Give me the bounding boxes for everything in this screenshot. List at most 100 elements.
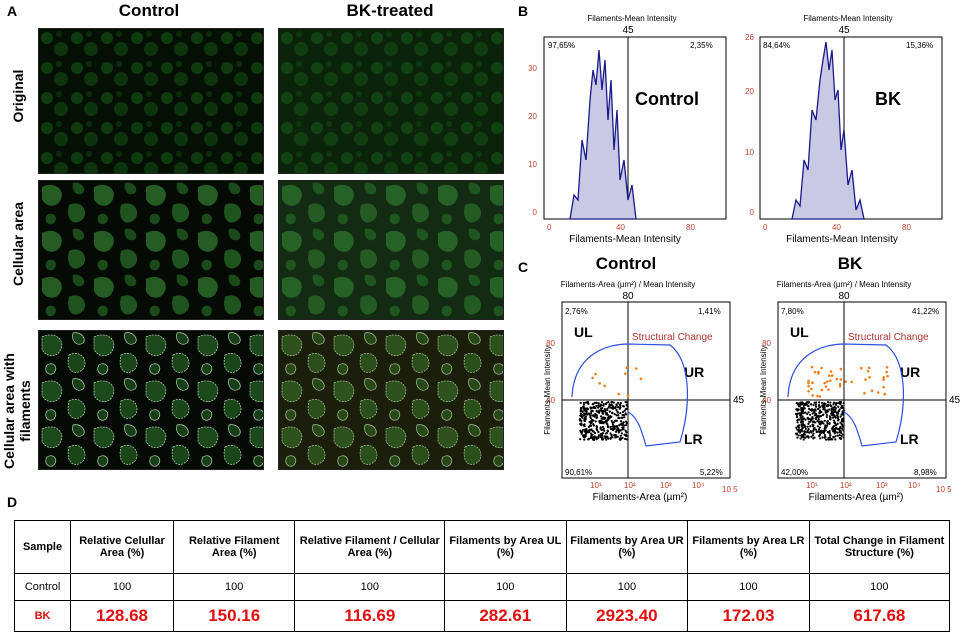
scatter-dot [624, 429, 627, 432]
scatter-dot-orange [823, 381, 827, 385]
hist-bk-ytick-26: 26 [745, 33, 754, 42]
scatter-dot [829, 434, 832, 437]
scatter-dot [817, 414, 820, 417]
scatter-dot [807, 400, 811, 404]
scatter-dot [605, 419, 608, 422]
cell-bk-sample: BK [13, 600, 72, 632]
scatter-dot [814, 405, 818, 408]
scatter-dot [816, 407, 819, 411]
scatter-dot [812, 428, 815, 431]
scatter-dot [581, 434, 584, 437]
scatter-dot-orange [883, 392, 887, 396]
scatter-dot [832, 410, 835, 414]
scatter-dot [802, 436, 805, 439]
scatter-dot [828, 408, 831, 411]
scatter-dot [611, 412, 614, 415]
scatter-dot [623, 424, 626, 427]
header-relative-cellular-area: Relative Celullar Area (%) [70, 520, 174, 574]
scatter-dot [580, 419, 583, 422]
scatter-dot-orange [591, 376, 594, 380]
header-filaments-area-ur: Filaments by Area UR (%) [565, 520, 689, 574]
scatter-dot [623, 409, 626, 412]
scatter-dot [799, 416, 802, 419]
scatter-dot [800, 423, 804, 426]
scatter-dot-orange [886, 374, 889, 378]
scatter-dot-orange [829, 370, 833, 373]
scatter-dot [835, 427, 839, 430]
hist-bk-top-label: Filaments-Mean Intensity [803, 14, 892, 23]
scatter-bk-xtick-1: 10¹ [806, 481, 818, 490]
scatter-dot [814, 417, 817, 420]
scatter-dot [799, 421, 803, 424]
scatter-dot [583, 435, 587, 439]
scatter-dot [839, 402, 842, 406]
scatter-dot [815, 412, 818, 415]
scatter-dot-orange [885, 370, 888, 374]
histogram-bk: Filaments-Mean Intensity 45 84,64% 15,36… [745, 14, 943, 245]
scatter-dot [814, 428, 818, 431]
scatter-dot [794, 412, 798, 416]
scatter-dot [587, 437, 591, 440]
scatter-dot [622, 414, 626, 417]
scatter-dot [817, 418, 820, 421]
scatter-dot [601, 425, 604, 429]
scatter-dot [837, 405, 840, 409]
scatter-dot [601, 433, 604, 436]
scatter-dot [813, 401, 816, 404]
scatter-dot [796, 436, 799, 439]
scatter-dot [588, 413, 591, 416]
scatter-dot [624, 420, 628, 423]
scatter-dot [797, 426, 801, 429]
scatter-dot [806, 412, 809, 416]
scatter-dot [804, 418, 807, 421]
scatter-dot [583, 434, 586, 437]
cell-bk-ur: 2923.40 [565, 600, 689, 632]
header-filaments-area-ul: Filaments by Area UL (%) [444, 520, 567, 574]
scatter-dot [605, 412, 609, 415]
hist-control-xtick-40: 40 [616, 223, 625, 232]
scatter-dot [626, 401, 629, 404]
scatter-dot [832, 401, 836, 404]
scatter-dot [833, 421, 837, 424]
scatter-dot [807, 404, 810, 407]
scatter-dot [613, 434, 616, 437]
scatter-dot [831, 438, 834, 441]
scatter-dot [815, 430, 818, 433]
scatter-dot [832, 406, 835, 409]
scatter-dot [601, 411, 604, 415]
scatter-control-title: Control [596, 254, 656, 273]
scatter-dot [603, 435, 606, 438]
scatter-dot [583, 412, 586, 416]
scatter-dot [611, 401, 614, 404]
scatter-dot [580, 408, 583, 412]
scatter-dot [583, 428, 586, 431]
scatter-dot [829, 418, 832, 421]
scatter-dot [813, 411, 816, 414]
scatter-dot [583, 419, 586, 422]
scatter-dot [832, 435, 835, 439]
hist-bk-ytick-10: 10 [745, 148, 754, 157]
scatter-dot [600, 407, 603, 410]
scatter-dot [623, 416, 626, 419]
scatter-dot [619, 434, 622, 437]
scatter-dot [587, 429, 590, 432]
scatter-dot [608, 403, 611, 406]
scatter-dot [797, 434, 800, 437]
scatter-dot-orange [835, 377, 839, 381]
scatter-dot [612, 401, 615, 404]
scatter-dot [829, 404, 832, 407]
scatter-dot [806, 431, 809, 434]
cell-control-lr: 100 [687, 573, 810, 601]
scatter-dot [592, 406, 596, 410]
scatter-dot [841, 425, 845, 428]
scatter-bk-lr-label: LR [900, 431, 919, 447]
scatter-dot [623, 437, 627, 440]
scatter-dot-orange [639, 377, 643, 381]
scatter-dot [797, 405, 801, 408]
scatter-dot [614, 436, 617, 439]
scatter-dot [599, 427, 602, 430]
scatter-dot [595, 427, 598, 430]
scatter-dot-orange [807, 389, 810, 393]
scatter-dot [583, 417, 586, 421]
panel-c-letter: C [518, 259, 529, 275]
